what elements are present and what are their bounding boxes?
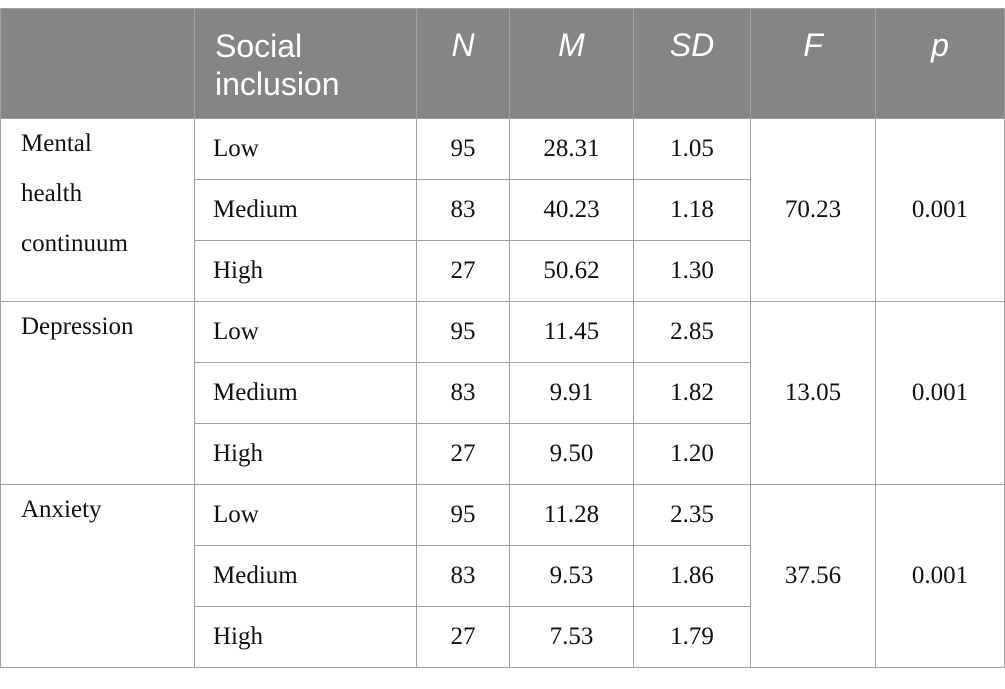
sd-cell: 1.86 xyxy=(633,545,751,607)
table-row: Depression Low 95 11.45 2.85 13.05 0.001 xyxy=(0,301,1005,485)
sd-cell: 2.85 xyxy=(633,301,751,363)
header-f: F xyxy=(750,8,876,119)
sd-cell: 1.79 xyxy=(633,606,751,668)
header-blank xyxy=(0,8,195,119)
m-cell: 9.91 xyxy=(509,362,634,424)
table-row: Medium 83 9.91 1.82 xyxy=(1,362,1005,424)
m-cell: 7.53 xyxy=(509,606,634,668)
anova-table: Social inclusion N M SD F p Mental healt… xyxy=(0,8,1005,668)
group-label-anxiety: Anxiety xyxy=(0,484,195,668)
level-cell: Low xyxy=(194,118,417,180)
m-cell: 9.50 xyxy=(509,423,634,485)
m-cell: 11.45 xyxy=(509,301,634,363)
sd-cell: 2.35 xyxy=(633,484,751,546)
n-cell: 27 xyxy=(416,606,510,668)
n-cell: 27 xyxy=(416,423,510,485)
level-cell: High xyxy=(194,423,417,485)
m-cell: 11.28 xyxy=(509,484,634,546)
f-cell: 37.56 xyxy=(750,484,876,668)
p-cell: 0.001 xyxy=(875,484,1005,668)
group-label-line: Anxiety xyxy=(21,496,102,523)
level-cell: Medium xyxy=(194,362,417,424)
sd-cell: 1.18 xyxy=(633,179,751,241)
table-row: Anxiety Low 95 11.28 2.35 37.56 0.001 xyxy=(0,484,1005,668)
n-cell: 95 xyxy=(416,301,510,363)
sd-cell: 1.82 xyxy=(633,362,751,424)
n-cell: 83 xyxy=(416,545,510,607)
m-cell: 9.53 xyxy=(509,545,634,607)
level-cell: Low xyxy=(194,484,417,546)
p-cell: 0.001 xyxy=(875,301,1005,485)
sd-cell: 1.20 xyxy=(633,423,751,485)
m-cell: 28.31 xyxy=(509,118,634,180)
header-social-inclusion: Social inclusion xyxy=(194,8,417,119)
f-cell: 70.23 xyxy=(750,118,876,302)
group-label-line: Mental xyxy=(21,130,92,157)
group-label-depression: Depression xyxy=(0,301,195,485)
header-row: Social inclusion N M SD F p xyxy=(0,8,1005,119)
n-cell: 95 xyxy=(416,484,510,546)
level-cell: Low xyxy=(194,301,417,363)
n-cell: 95 xyxy=(416,118,510,180)
f-cell: 13.05 xyxy=(750,301,876,485)
level-cell: High xyxy=(194,240,417,302)
group-label-line: health xyxy=(21,180,83,207)
table-row: High 27 9.50 1.20 xyxy=(1,423,1005,485)
sd-cell: 1.05 xyxy=(633,118,751,180)
level-cell: Medium xyxy=(194,545,417,607)
n-cell: 83 xyxy=(416,179,510,241)
table-row: Medium 83 9.53 1.86 xyxy=(1,545,1005,607)
group-label-line: Depression xyxy=(21,313,134,340)
table-row: High 27 7.53 1.79 xyxy=(1,606,1005,668)
group-label-line: continuum xyxy=(21,230,128,257)
header-sd: SD xyxy=(633,8,751,119)
m-cell: 40.23 xyxy=(509,179,634,241)
sd-cell: 1.30 xyxy=(633,240,751,302)
level-cell: High xyxy=(194,606,417,668)
header-p: p xyxy=(875,8,1005,119)
header-n: N xyxy=(416,8,510,119)
n-cell: 83 xyxy=(416,362,510,424)
table-row: High 27 50.62 1.30 xyxy=(1,240,1005,302)
n-cell: 27 xyxy=(416,240,510,302)
m-cell: 50.62 xyxy=(509,240,634,302)
group-label-mental-health: Mental health continuum xyxy=(0,118,195,302)
header-m: M xyxy=(509,8,634,119)
table-row: Mental health continuum Low 95 28.31 1.0… xyxy=(0,118,1005,302)
p-cell: 0.001 xyxy=(875,118,1005,302)
level-cell: Medium xyxy=(194,179,417,241)
